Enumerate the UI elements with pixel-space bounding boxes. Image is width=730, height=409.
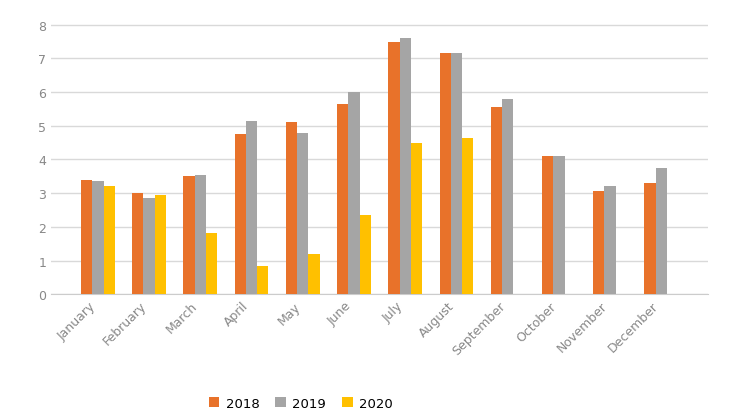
Bar — [257, 266, 269, 294]
Bar — [411, 143, 422, 294]
Bar — [491, 108, 502, 294]
Bar — [308, 254, 320, 294]
Bar — [502, 100, 513, 294]
Legend: 2018, 2019, 2020: 2018, 2019, 2020 — [203, 391, 399, 409]
Bar — [645, 184, 656, 294]
Bar — [286, 123, 297, 294]
Bar — [542, 157, 553, 294]
Bar — [360, 216, 371, 294]
Bar — [451, 54, 462, 294]
Bar — [462, 138, 473, 294]
Bar — [593, 192, 604, 294]
Bar — [81, 180, 92, 294]
Bar — [246, 121, 257, 294]
Bar — [399, 39, 411, 294]
Bar — [388, 43, 399, 294]
Bar — [132, 194, 144, 294]
Bar — [206, 233, 218, 294]
Bar — [348, 93, 360, 294]
Bar — [144, 199, 155, 294]
Bar — [604, 187, 615, 294]
Bar — [92, 182, 104, 294]
Bar — [656, 169, 667, 294]
Bar — [183, 177, 195, 294]
Bar — [439, 54, 451, 294]
Bar — [155, 196, 166, 294]
Bar — [297, 133, 308, 294]
Bar — [234, 135, 246, 294]
Bar — [553, 157, 564, 294]
Bar — [337, 105, 348, 294]
Bar — [195, 175, 206, 294]
Bar — [104, 187, 115, 294]
